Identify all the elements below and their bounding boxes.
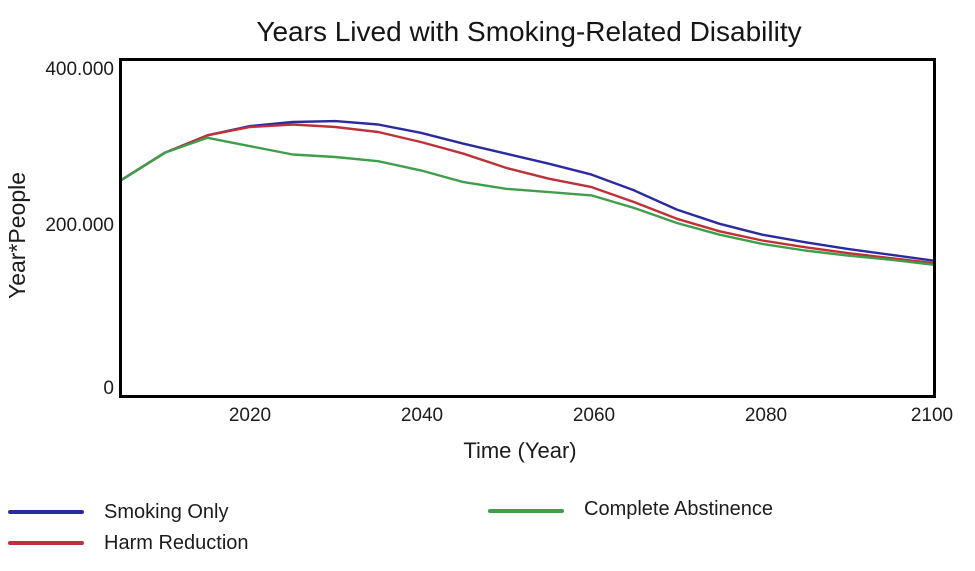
legend-label-harm-reduction: Harm Reduction: [104, 532, 249, 554]
legend-line-harm-reduction: [8, 541, 84, 545]
y-tick-400000: 400.000: [45, 59, 114, 80]
legend-line-smoking-only: [8, 510, 84, 514]
x-tick-2080: 2080: [744, 405, 788, 426]
series-line-complete-abstinence: [122, 136, 933, 266]
y-tick-200000: 200.000: [45, 215, 114, 236]
x-axis-label: Time (Year): [463, 438, 577, 463]
y-tick-0: 0: [103, 378, 114, 399]
x-tick-2100: 2100: [910, 405, 954, 426]
chart-title: Years Lived with Smoking-Related Disabil…: [256, 16, 802, 47]
x-tick-2040: 2040: [400, 405, 444, 426]
plot-area: [119, 58, 936, 398]
plot-lines: [122, 119, 933, 266]
legend-label-complete-abstinence: Complete Abstinence: [584, 498, 774, 520]
legend-label-smoking-only: Smoking Only: [104, 501, 229, 523]
series-line-harm-reduction: [122, 123, 933, 265]
legend-line-complete-abstinence: [488, 509, 564, 513]
x-tick-2020: 2020: [228, 405, 272, 426]
x-tick-2060: 2060: [572, 405, 616, 426]
